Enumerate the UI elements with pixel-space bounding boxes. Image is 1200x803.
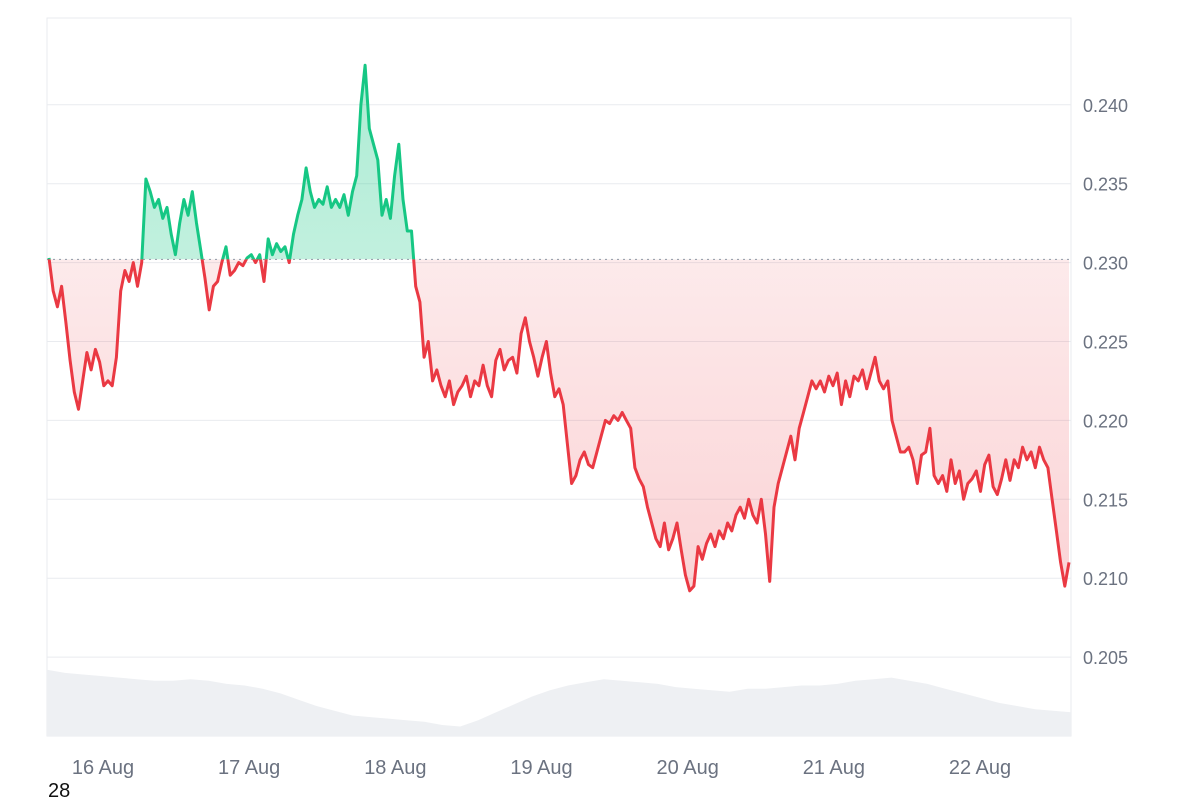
- price-line-down: [47, 259, 1071, 593]
- y-tick-label: 0.235: [1083, 175, 1128, 195]
- area-below-baseline: [49, 259, 1069, 591]
- y-tick-label: 0.240: [1083, 96, 1128, 116]
- y-axis-ticks: 0.240 0.235 0.230 0.225 0.220 0.215 0.210 0.205: [1083, 96, 1128, 668]
- x-tick-label: 21 Aug: [803, 757, 865, 779]
- area-above-baseline: [49, 65, 1069, 260]
- x-tick-label: 17 Aug: [218, 757, 280, 779]
- price-chart: 0.240 0.235 0.230 0.225 0.220 0.215 0.210 0.205…: [46, 17, 1128, 779]
- x-tick-label: 20 Aug: [657, 757, 719, 779]
- y-tick-label: 0.215: [1083, 490, 1128, 510]
- y-tick-label: 0.220: [1083, 411, 1128, 431]
- y-tick-label: 0.230: [1083, 254, 1128, 274]
- y-tick-label: 0.225: [1083, 332, 1128, 352]
- x-tick-label: 19 Aug: [510, 757, 572, 779]
- x-axis-ticks: 16 Aug 17 Aug 18 Aug 19 Aug 20 Aug 21 Aug 22 A…: [72, 757, 1011, 779]
- y-tick-label: 0.210: [1083, 569, 1128, 589]
- x-tick-label: 16 Aug: [72, 757, 134, 779]
- x-tick-label: 18 Aug: [364, 757, 426, 779]
- footer-number: 28: [48, 780, 71, 802]
- x-tick-label: 22 Aug: [949, 757, 1011, 779]
- y-tick-label: 0.205: [1083, 648, 1128, 668]
- volume-area: [47, 669, 1071, 736]
